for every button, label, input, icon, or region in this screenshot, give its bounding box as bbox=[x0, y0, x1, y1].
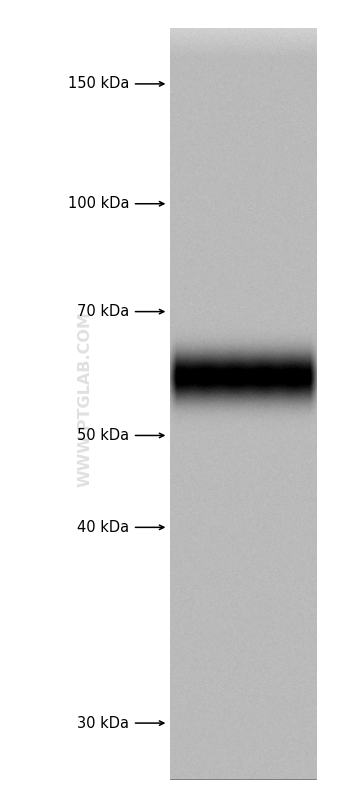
Text: 30 kDa: 30 kDa bbox=[77, 716, 129, 730]
Text: 150 kDa: 150 kDa bbox=[68, 77, 129, 91]
Bar bbox=[170, 28, 316, 779]
Text: WWW.PTGLAB.COM: WWW.PTGLAB.COM bbox=[78, 312, 92, 487]
Text: 50 kDa: 50 kDa bbox=[77, 428, 129, 443]
Text: 70 kDa: 70 kDa bbox=[77, 304, 129, 319]
Text: 100 kDa: 100 kDa bbox=[68, 197, 129, 211]
Text: 40 kDa: 40 kDa bbox=[77, 520, 129, 535]
